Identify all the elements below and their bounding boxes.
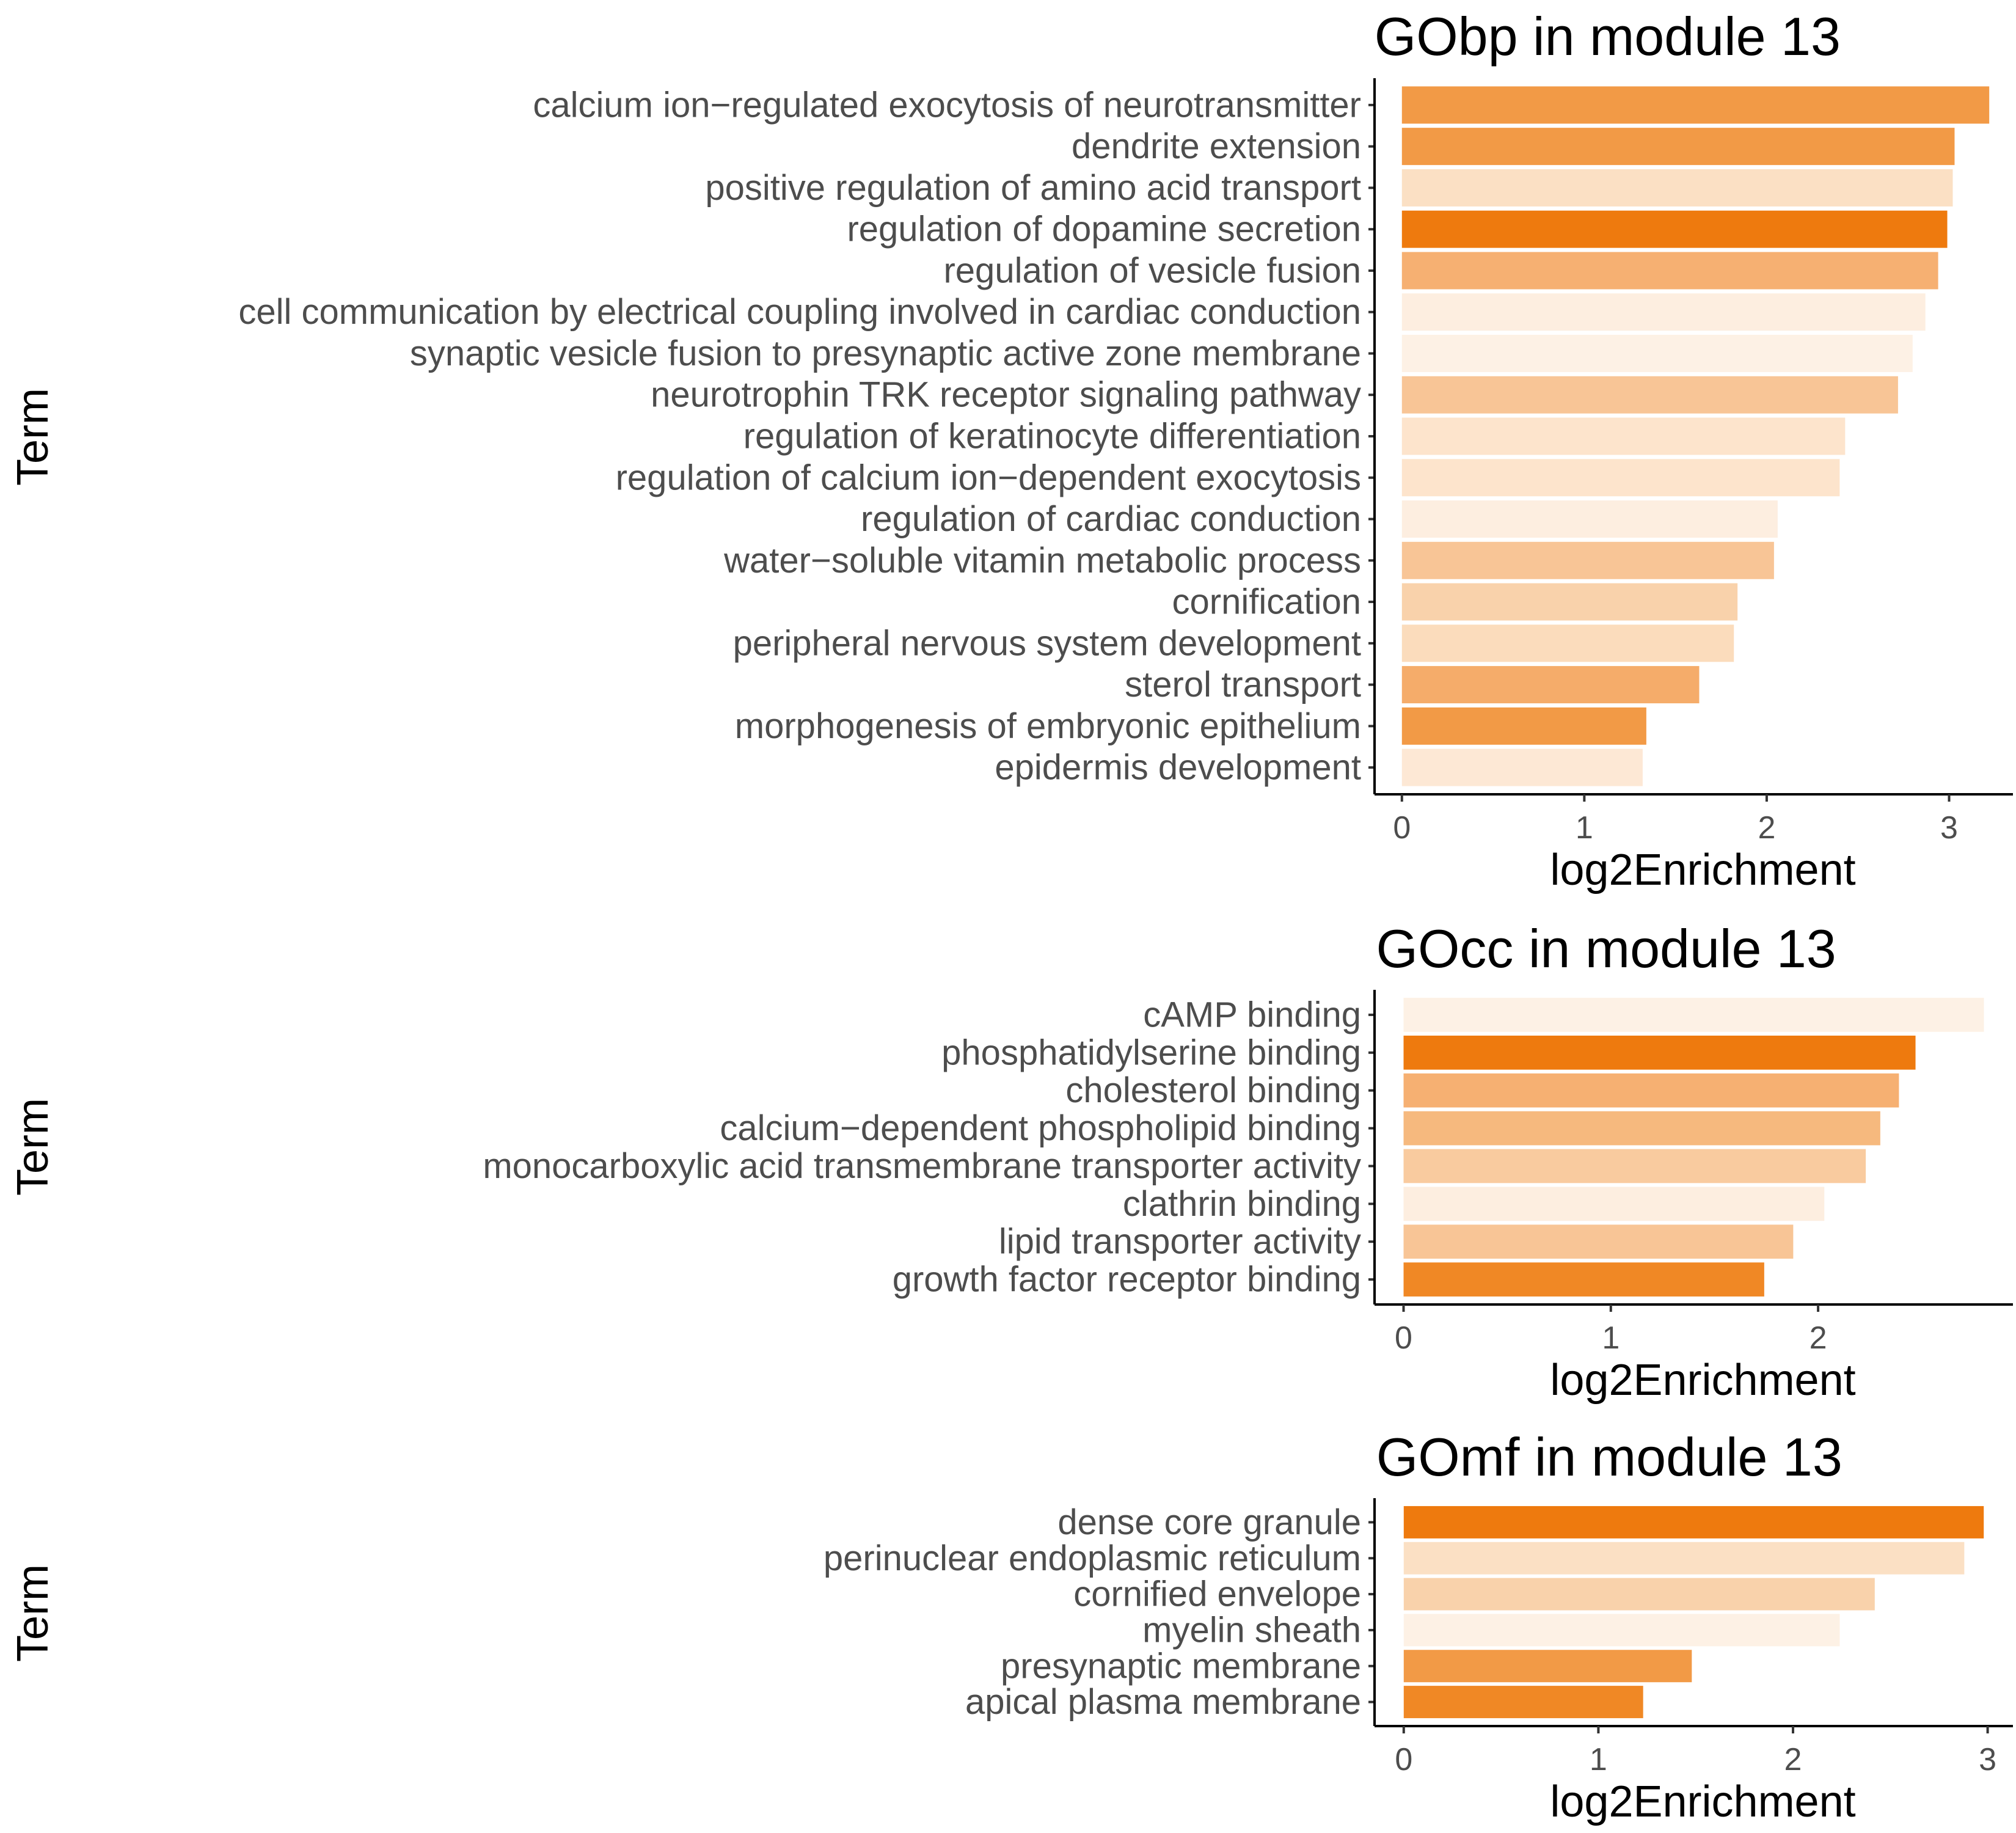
term-label: clathrin binding	[1123, 1184, 1361, 1224]
term-label: growth factor receptor binding	[893, 1260, 1361, 1300]
bar	[1403, 998, 1984, 1032]
term-label: calcium ion−regulated exocytosis of neur…	[533, 85, 1361, 125]
term-label: neurotrophin TRK receptor signaling path…	[651, 375, 1361, 415]
x-tick-label: 0	[1395, 1742, 1412, 1777]
bar	[1403, 1686, 1643, 1719]
term-label: regulation of dopamine secretion	[847, 210, 1361, 249]
bar	[1401, 293, 1926, 331]
term-label: lipid transporter activity	[999, 1222, 1361, 1262]
bar	[1403, 1111, 1880, 1146]
bar	[1401, 210, 1948, 248]
y-axis-title: Term	[9, 1098, 57, 1196]
bar	[1401, 459, 1840, 497]
term-label: dense core granule	[1057, 1502, 1361, 1542]
y-axis-title: Term	[9, 388, 57, 486]
bar	[1401, 169, 1953, 207]
term-label: presynaptic membrane	[1001, 1646, 1361, 1686]
bar	[1401, 541, 1774, 579]
y-axis-title: Term	[9, 1564, 57, 1662]
term-label: cornification	[1172, 582, 1361, 622]
x-tick-label: 0	[1393, 810, 1411, 846]
bar	[1401, 624, 1734, 662]
x-tick-label: 1	[1590, 1742, 1607, 1777]
x-tick-label: 3	[1979, 1742, 1996, 1777]
bar	[1401, 748, 1643, 786]
bar	[1401, 583, 1738, 621]
bar	[1401, 707, 1646, 745]
term-label: regulation of calcium ion−dependent exoc…	[616, 458, 1361, 497]
panel-2: GOcc in module 13 cAMP bindingphosphatidy…	[9, 918, 2013, 1405]
panel-title: GObp in module 13	[1375, 6, 1841, 67]
term-label: cell communication by electrical couplin…	[238, 292, 1361, 332]
panel-1: GObp in module 13 calcium ion−regulated e…	[9, 6, 2013, 895]
x-tick-label: 2	[1810, 1320, 1827, 1356]
term-label: cholesterol binding	[1065, 1070, 1361, 1110]
term-label: sterol transport	[1125, 665, 1361, 704]
x-tick-label: 1	[1576, 810, 1593, 846]
bar	[1401, 128, 1955, 166]
x-tick-label: 0	[1395, 1320, 1412, 1356]
term-label: regulation of keratinocyte differentiati…	[743, 417, 1361, 456]
panel-3: GOmf in module 13 dense core granuleperin…	[9, 1427, 2013, 1826]
bar	[1403, 1506, 1984, 1538]
term-label: water−soluble vitamin metabolic process	[723, 541, 1361, 580]
term-label: calcium−dependent phospholipid binding	[720, 1108, 1361, 1148]
x-axis-title: log2Enrichment	[1550, 1777, 1855, 1826]
bar	[1401, 334, 1913, 372]
bar	[1403, 1187, 1825, 1221]
bar	[1403, 1614, 1840, 1647]
x-tick-label: 2	[1784, 1742, 1802, 1777]
bar	[1401, 417, 1846, 455]
bar	[1403, 1650, 1692, 1683]
bar	[1403, 1578, 1875, 1611]
term-label: perinuclear endoplasmic reticulum	[824, 1538, 1361, 1578]
term-label: myelin sheath	[1142, 1610, 1361, 1650]
term-label: regulation of cardiac conduction	[861, 499, 1361, 539]
bar	[1401, 666, 1700, 704]
x-tick-label: 1	[1602, 1320, 1620, 1356]
x-tick-label: 2	[1758, 810, 1775, 846]
bar	[1403, 1262, 1764, 1297]
bar	[1403, 1149, 1866, 1184]
term-label: cAMP binding	[1143, 995, 1361, 1034]
term-label: dendrite extension	[1072, 126, 1361, 166]
term-label: morphogenesis of embryonic epithelium	[735, 706, 1361, 746]
bar	[1401, 86, 1990, 124]
term-label: apical plasma membrane	[965, 1682, 1361, 1722]
term-label: positive regulation of amino acid transp…	[705, 168, 1361, 208]
bar	[1403, 1542, 1965, 1575]
term-label: peripheral nervous system development	[733, 623, 1361, 663]
bar	[1403, 1073, 1899, 1108]
term-label: cornified envelope	[1073, 1575, 1361, 1614]
panel-title: GOcc in module 13	[1376, 918, 1836, 979]
term-label: phosphatidylserine binding	[941, 1033, 1361, 1072]
term-label: epidermis development	[995, 748, 1361, 788]
x-axis-title: log2Enrichment	[1550, 1356, 1855, 1405]
bar	[1401, 376, 1898, 414]
x-axis-title: log2Enrichment	[1550, 846, 1855, 895]
term-label: synaptic vesicle fusion to presynaptic a…	[410, 334, 1361, 373]
bar	[1401, 500, 1778, 538]
bar	[1403, 1035, 1916, 1070]
bar	[1403, 1224, 1794, 1259]
bar	[1401, 252, 1938, 290]
term-label: regulation of vesicle fusion	[943, 251, 1361, 290]
term-label: monocarboxylic acid transmembrane transp…	[483, 1146, 1361, 1186]
x-tick-label: 3	[1940, 810, 1958, 846]
panel-title: GOmf in module 13	[1376, 1427, 1843, 1487]
